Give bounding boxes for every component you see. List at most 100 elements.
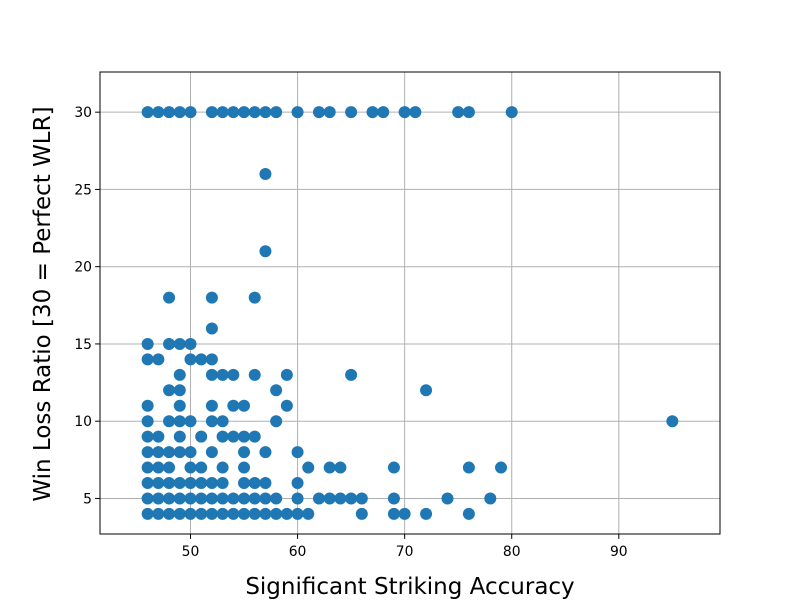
y-tick-label: 20 [74, 260, 92, 276]
data-point [291, 507, 304, 520]
data-point [355, 507, 368, 520]
data-point [462, 461, 475, 474]
data-point [259, 106, 272, 119]
data-point [238, 430, 251, 443]
data-point [184, 461, 197, 474]
data-point [152, 430, 165, 443]
data-point [452, 106, 465, 119]
data-point [238, 507, 251, 520]
data-point [248, 477, 261, 490]
data-point [377, 106, 390, 119]
data-point [398, 507, 411, 520]
data-point [227, 368, 240, 381]
data-point [409, 106, 422, 119]
data-point [227, 106, 240, 119]
x-tick-label: 60 [289, 544, 307, 560]
data-point [195, 461, 208, 474]
data-point [184, 477, 197, 490]
data-point [280, 507, 293, 520]
data-point [163, 337, 176, 350]
data-point [216, 492, 229, 505]
data-point [238, 106, 251, 119]
data-point [312, 106, 325, 119]
x-tick-label: 80 [503, 544, 521, 560]
data-point [248, 430, 261, 443]
data-point [141, 446, 154, 459]
data-point [334, 461, 347, 474]
data-point [270, 507, 283, 520]
data-point [141, 337, 154, 350]
data-points [141, 106, 679, 520]
data-point [141, 415, 154, 428]
data-point [345, 368, 358, 381]
data-point [216, 430, 229, 443]
data-point [163, 492, 176, 505]
data-point [345, 106, 358, 119]
data-point [173, 415, 186, 428]
y-tick-label: 5 [83, 491, 92, 507]
x-tick-label: 90 [610, 544, 628, 560]
data-point [141, 507, 154, 520]
data-point [291, 106, 304, 119]
data-point [259, 245, 272, 258]
data-point [184, 492, 197, 505]
data-point [216, 461, 229, 474]
y-tick-label: 15 [74, 337, 92, 353]
data-point [152, 477, 165, 490]
data-point [248, 106, 261, 119]
data-point [291, 492, 304, 505]
data-point [205, 353, 218, 366]
data-point [152, 461, 165, 474]
data-point [248, 507, 261, 520]
y-tick-label: 25 [74, 182, 92, 198]
data-point [173, 446, 186, 459]
data-point [141, 353, 154, 366]
data-point [495, 461, 508, 474]
data-point [216, 477, 229, 490]
data-point [152, 106, 165, 119]
data-point [227, 430, 240, 443]
data-point [163, 477, 176, 490]
data-point [227, 492, 240, 505]
data-point [195, 477, 208, 490]
data-point [280, 399, 293, 412]
data-point [173, 492, 186, 505]
data-point [291, 446, 304, 459]
data-point [205, 106, 218, 119]
data-point [302, 461, 315, 474]
data-point [205, 322, 218, 335]
x-axis-label: Significant Striking Accuracy [245, 574, 574, 600]
data-point [163, 106, 176, 119]
data-point [205, 507, 218, 520]
data-point [173, 106, 186, 119]
data-point [216, 507, 229, 520]
data-point [441, 492, 454, 505]
data-point [216, 368, 229, 381]
y-axis-label: Win Loss Ratio [30 = Perfect WLR] [30, 106, 56, 501]
data-point [248, 368, 261, 381]
data-point [238, 461, 251, 474]
data-point [462, 106, 475, 119]
data-point [195, 492, 208, 505]
data-point [173, 399, 186, 412]
data-point [152, 446, 165, 459]
data-point [484, 492, 497, 505]
data-point [355, 492, 368, 505]
data-point [270, 492, 283, 505]
data-point [152, 507, 165, 520]
data-point [505, 106, 518, 119]
data-point [152, 353, 165, 366]
data-point [387, 461, 400, 474]
data-point [141, 461, 154, 474]
y-tick-label: 30 [74, 105, 92, 121]
data-point [259, 492, 272, 505]
data-point [270, 106, 283, 119]
data-point [270, 415, 283, 428]
data-point [141, 492, 154, 505]
axis-ticks: 50 60 70 80 90 5 10 15 20 25 30 [74, 105, 627, 560]
data-point [280, 368, 293, 381]
data-point [173, 384, 186, 397]
data-point [205, 399, 218, 412]
data-point [173, 368, 186, 381]
